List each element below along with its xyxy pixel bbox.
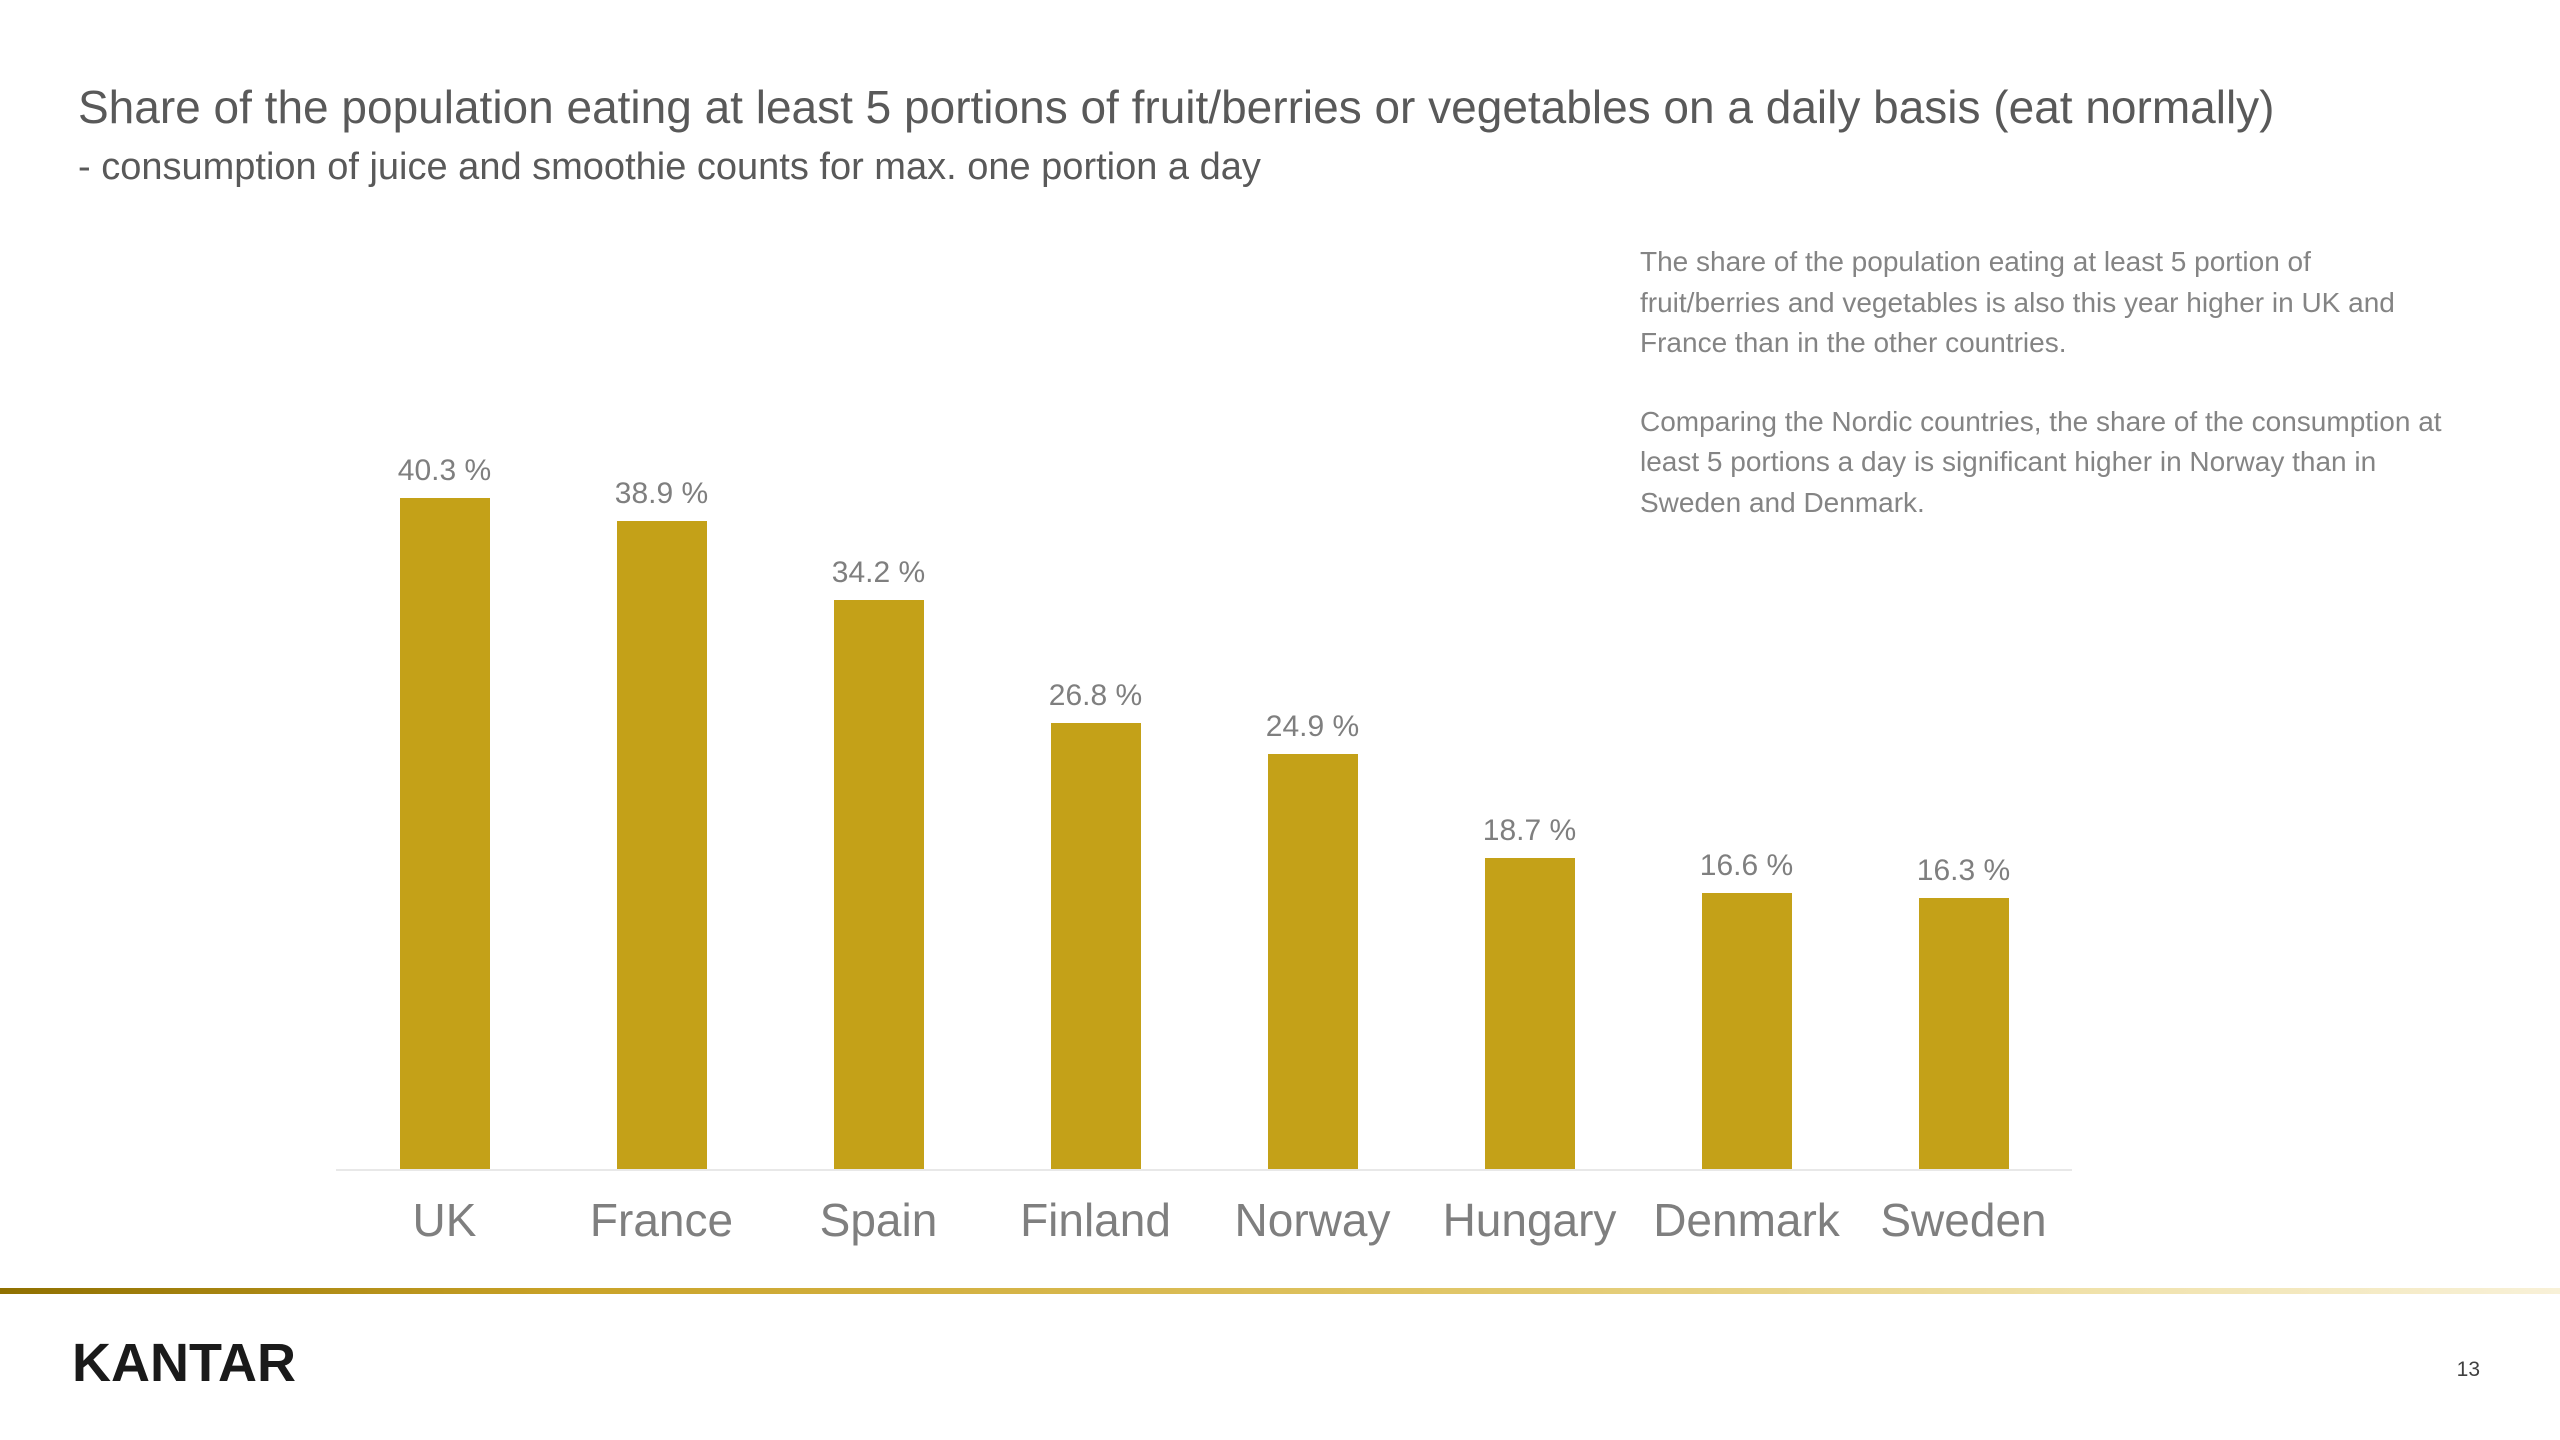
slide-subtitle: - consumption of juice and smoothie coun… — [78, 145, 1261, 188]
bar-column: 38.9 % — [553, 477, 770, 1169]
bar-column: 16.3 % — [1855, 854, 2072, 1169]
category-label: UK — [412, 1194, 477, 1246]
value-label: 26.8 % — [1048, 679, 1143, 712]
category-label: Hungary — [1442, 1194, 1617, 1246]
commentary-paragraph-2: Comparing the Nordic countries, the shar… — [1640, 405, 2442, 518]
bar — [399, 498, 490, 1169]
value-label: 34.2 % — [831, 556, 926, 589]
category-label: Norway — [1234, 1194, 1391, 1246]
bar — [833, 600, 924, 1169]
footer-gold-divider — [0, 1288, 2560, 1294]
bar — [1701, 893, 1792, 1169]
category-label: Spain — [819, 1194, 938, 1246]
bar — [1918, 898, 2009, 1169]
page-number: 13 — [2456, 1358, 2480, 1381]
bar-column: 24.9 % — [1204, 710, 1421, 1169]
commentary-block: The share of the population eating at le… — [1640, 242, 2450, 562]
bar-column: 26.8 % — [987, 679, 1204, 1169]
bar-column: 34.2 % — [770, 556, 987, 1169]
value-label: 40.3 % — [397, 454, 492, 487]
category-axis: UK France Spain Finland Norway Hungary Denmark… — [336, 1193, 2072, 1247]
bar-column: 40.3 % — [336, 454, 553, 1169]
bar-chart: 40.3 % 38.9 % 34.2 % 26.8 % 24.9 % 18.7 % 16.6… — [336, 400, 2072, 1247]
category-label: Finland — [1020, 1194, 1171, 1246]
category-label: Sweden — [1880, 1194, 2047, 1246]
slide-title: Share of the population eating at least … — [78, 81, 2275, 133]
slide-header: Share of the population eating at least … — [78, 78, 2468, 192]
bar — [1267, 754, 1358, 1169]
bar-column: 18.7 % — [1421, 814, 1638, 1169]
value-label: 16.6 % — [1699, 849, 1794, 882]
value-label: 16.3 % — [1916, 854, 2011, 887]
value-label: 24.9 % — [1265, 710, 1360, 743]
chart-plot-area: 40.3 % 38.9 % 34.2 % 26.8 % 24.9 % 18.7 % 16.6… — [336, 400, 2072, 1169]
category-label: Denmark — [1653, 1194, 1840, 1246]
kantar-logo-text: KANTAR — [72, 1333, 296, 1393]
category-label: France — [589, 1194, 734, 1246]
bar — [616, 521, 707, 1169]
bar — [1050, 723, 1141, 1169]
kantar-logo: KANTAR — [72, 1332, 296, 1394]
value-label: 38.9 % — [614, 477, 709, 510]
bar-column: 16.6 % — [1638, 849, 1855, 1169]
x-axis-line — [336, 1169, 2072, 1171]
commentary-paragraph-1: The share of the population eating at le… — [1640, 246, 2395, 359]
value-label: 18.7 % — [1482, 814, 1577, 847]
bar — [1484, 858, 1575, 1169]
